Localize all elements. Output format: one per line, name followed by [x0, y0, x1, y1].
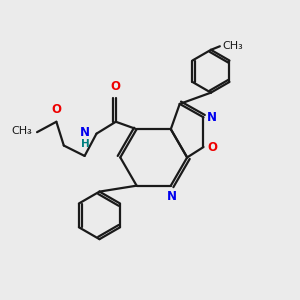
- Text: N: N: [207, 111, 218, 124]
- Text: O: O: [207, 140, 218, 154]
- Text: O: O: [111, 80, 121, 93]
- Text: O: O: [51, 103, 62, 116]
- Text: methoxy: methoxy: [27, 131, 34, 133]
- Text: N: N: [80, 126, 90, 139]
- Text: N: N: [167, 190, 177, 203]
- Text: H: H: [81, 139, 90, 149]
- Text: CH₃: CH₃: [11, 126, 32, 136]
- Text: CH₃: CH₃: [223, 41, 244, 51]
